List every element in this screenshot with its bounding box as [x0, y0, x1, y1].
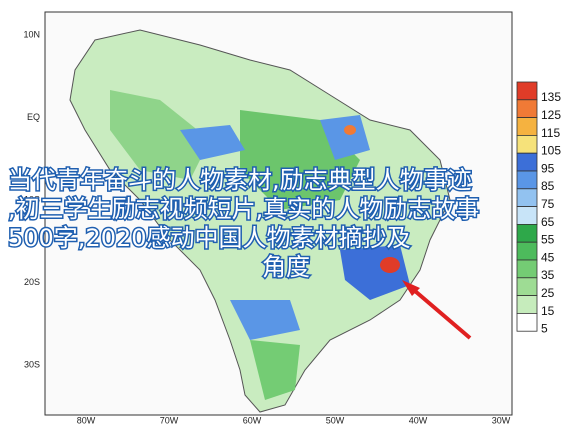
- legend-swatch: [516, 223, 538, 243]
- legend-label: 35: [541, 268, 555, 282]
- overlay-line: 角度: [262, 253, 310, 281]
- overlay-line: 当代青年奋斗的人物素材,励志典型人物事迹: [8, 166, 472, 194]
- lat-label: 30S: [24, 359, 40, 369]
- legend-swatch: [516, 206, 538, 225]
- legend-swatch: [516, 170, 538, 190]
- legend-label: 55: [541, 233, 555, 247]
- overlay-line: 500字,2020感动中国人物素材摘抄及: [8, 224, 411, 252]
- rain-zone: [320, 115, 370, 160]
- legend-swatch: [516, 117, 538, 136]
- legend-label: 25: [541, 286, 555, 300]
- lon-label: 30W: [492, 415, 511, 425]
- arrow-head: [402, 280, 420, 296]
- lon-labels: 80W 70W 60W 50W 40W 30W: [77, 415, 511, 425]
- legend-label: 105: [541, 144, 561, 158]
- legend-label: 15: [541, 304, 555, 318]
- rain-zone: [230, 300, 300, 340]
- legend: 135 125 115 105 95 85 75 65 55 45 35 25 15 5: [516, 81, 561, 336]
- rain-peak: [344, 125, 356, 135]
- arrow: [406, 283, 472, 340]
- legend-swatch: [516, 152, 538, 172]
- legend-swatch: [516, 295, 538, 314]
- lon-label: 70W: [160, 415, 179, 425]
- legend-label: 125: [541, 108, 561, 122]
- map-area: [44, 11, 513, 416]
- lon-label: 80W: [77, 415, 96, 425]
- lon-label: 50W: [326, 415, 345, 425]
- legend-label: 65: [541, 215, 555, 229]
- legend-swatch: [516, 259, 538, 279]
- rain-zone: [110, 90, 210, 180]
- lat-label: EQ: [27, 112, 40, 122]
- legend-label: 5: [541, 322, 548, 336]
- lat-labels: 10N EQ 10S 20S 30S: [23, 29, 40, 369]
- legend-swatch: [516, 188, 538, 208]
- legend-label: 95: [541, 161, 555, 175]
- legend-swatch: [516, 312, 538, 332]
- lat-label: 10S: [24, 194, 40, 204]
- overlay-line: ,初三学生励志视频短片,真实的人物励志故事: [8, 195, 479, 223]
- legend-label: 135: [541, 90, 561, 104]
- legend-label: 85: [541, 179, 555, 193]
- rain-zone: [250, 340, 300, 400]
- rain-peak: [380, 257, 400, 273]
- legend-swatch: [516, 134, 538, 154]
- legend-label: 115: [541, 126, 560, 140]
- legend-swatch: [516, 277, 538, 296]
- lat-label: 20S: [24, 277, 40, 287]
- lon-label: 60W: [243, 415, 262, 425]
- lon-label: 40W: [409, 415, 428, 425]
- overlay-title: 当代青年奋斗的人物素材,励志典型人物事迹,初三学生励志视频短片,真实的人物励志故…: [7, 165, 481, 283]
- legend-swatch: [516, 241, 538, 261]
- legend-swatch: [516, 99, 538, 119]
- rain-zone: [180, 125, 245, 160]
- legend-swatch: [516, 81, 538, 101]
- legend-label: 45: [541, 250, 555, 264]
- lat-label: 10N: [23, 29, 40, 39]
- legend-label: 75: [541, 197, 555, 211]
